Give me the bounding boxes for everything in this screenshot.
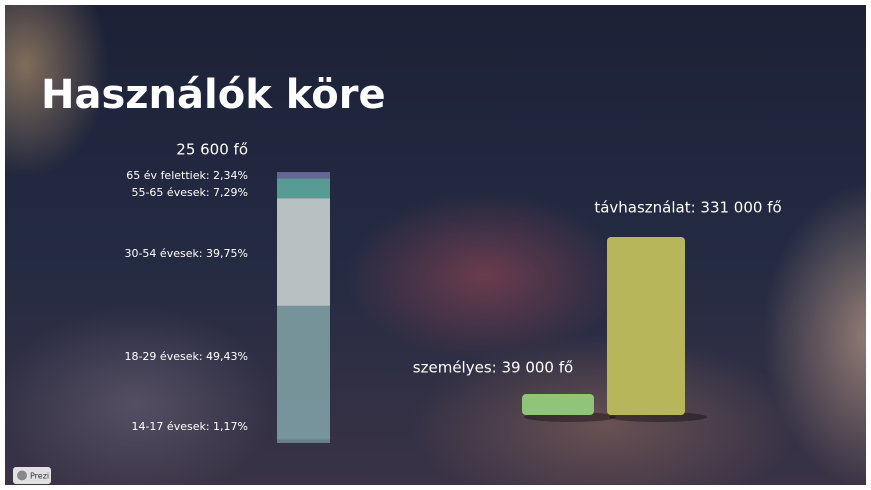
bar: [522, 394, 594, 415]
chart: Használók köre 25 600 fő Prezi 65 év fel…: [13, 72, 782, 484]
segment-label: 30-54 évesek: 39,75%: [124, 247, 248, 260]
stack-title: 25 600 fő: [176, 141, 248, 159]
slide: Használók köre 25 600 fő Prezi 65 év fel…: [5, 5, 866, 485]
bar-label: távhasználat: 331 000 fő: [594, 199, 781, 217]
segment-label: 18-29 évesek: 49,43%: [124, 350, 248, 363]
stack-segment: [277, 198, 330, 306]
stack-segment: [277, 439, 330, 443]
badge-logo: [17, 470, 27, 481]
stack-segment: [277, 172, 330, 179]
bar-label: személyes: 39 000 fő: [413, 359, 573, 377]
segment-label: 14-17 évesek: 1,17%: [131, 420, 248, 433]
bar: [607, 237, 685, 415]
slide-title: Használók köre: [41, 72, 386, 118]
segment-label: 65 év felettiek: 2,34%: [126, 169, 248, 182]
stack-segment: [277, 305, 330, 440]
stack-segment: [277, 178, 330, 199]
badge-text: Prezi: [30, 472, 49, 481]
segment-label: 55-65 évesek: 7,29%: [131, 186, 248, 199]
